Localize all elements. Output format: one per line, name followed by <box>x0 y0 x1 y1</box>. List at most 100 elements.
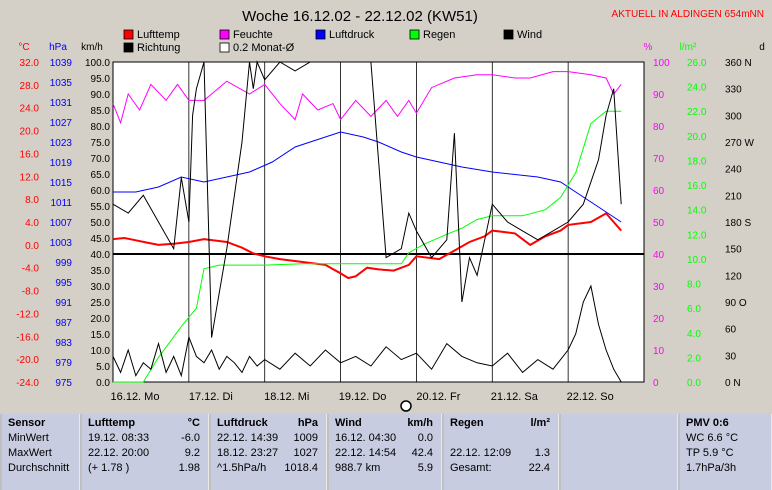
tick-label-hum: 80 <box>653 122 665 133</box>
tick-label-temp: -8.0 <box>22 287 40 298</box>
stats-row: 1.7hPa/3h <box>680 461 771 476</box>
tick-label-wind: 45.0 <box>91 234 111 245</box>
stats-cell: Sensor <box>8 417 46 429</box>
stats-row: 19.12. 08:33 -6.0 <box>82 431 208 446</box>
series-line-lufttemp <box>112 212 622 280</box>
tick-label-temp: -24.0 <box>16 378 39 389</box>
stats-value: 0.0 <box>417 432 433 444</box>
stats-column: Sensor MinWert MaxWert Durchschnitt <box>2 414 80 490</box>
legend-label: Feuchte <box>233 29 273 41</box>
stats-row: Gesamt: 22.4 <box>444 461 558 476</box>
tick-label-rain: 20.0 <box>687 132 707 143</box>
series-line-richtung <box>112 60 622 338</box>
stats-cell: Durchschnitt <box>8 462 70 474</box>
tick-label-press: 1019 <box>50 158 73 169</box>
tick-label-wind: 15.0 <box>91 330 111 341</box>
legend-swatch <box>123 42 134 53</box>
tick-label-wind: 30.0 <box>91 282 111 293</box>
tick-label-rain: 24.0 <box>687 83 707 94</box>
axis-unit-hum: % <box>644 42 653 53</box>
tick-label-wind: 5.0 <box>96 362 110 373</box>
stats-cell: 22.12. 14:54 <box>335 447 397 459</box>
stats-cell: Luftdruck <box>217 417 268 429</box>
tick-label-press: 1003 <box>50 238 73 249</box>
x-tick-label: 19.12. Do <box>339 391 387 403</box>
stats-value: 1.3 <box>534 447 550 459</box>
tick-label-press: 1035 <box>50 78 73 89</box>
tick-label-temp: -12.0 <box>16 309 39 320</box>
tick-label-wind: 75.0 <box>91 138 111 149</box>
legend-swatch <box>503 29 514 40</box>
tick-label-hum: 20 <box>653 314 665 325</box>
stats-column: Wind km/h 16.12. 04:30 0.0 22.12. 14:54 42.4 9… <box>329 414 442 490</box>
tick-label-rain: 4.0 <box>687 329 701 340</box>
tick-label-dir: 330 <box>725 85 742 96</box>
stats-value: 42.4 <box>411 447 433 459</box>
plot-area <box>112 61 645 383</box>
tick-label-hum: 60 <box>653 186 665 197</box>
stats-row <box>444 431 558 446</box>
legend: Lufttemp Feuchte Luftdruck Regen Wind Richtun… <box>123 29 542 54</box>
stats-column: PMV 0:6 WC 6.6 °C TP 5.9 °C 1.7hPa/3h <box>680 414 772 490</box>
stats-row: Durchschnitt <box>2 461 79 476</box>
tick-label-hum: 40 <box>653 250 665 261</box>
tick-label-press: 1039 <box>50 58 73 69</box>
tick-label-press: 999 <box>55 258 72 269</box>
stats-cell: MaxWert <box>8 447 52 459</box>
legend-label: Richtung <box>137 42 180 54</box>
stats-row: TP 5.9 °C <box>680 446 771 461</box>
tick-label-rain: 22.0 <box>687 107 707 118</box>
stats-cell: 22.12. 20:00 <box>88 447 150 459</box>
tick-label-hum: 100 <box>653 58 670 69</box>
stats-row: 22.12. 14:39 1009 <box>211 431 326 446</box>
stats-column: Luftdruck hPa 22.12. 14:39 1009 18.12. 23:27… <box>211 414 327 490</box>
stats-header: Regen l/m² <box>444 416 558 431</box>
tick-label-rain: 16.0 <box>687 181 707 192</box>
stats-value: l/m² <box>530 417 550 429</box>
tick-label-rain: 12.0 <box>687 230 707 241</box>
stats-header: Luftdruck hPa <box>211 416 326 431</box>
tick-label-temp: 16.0 <box>20 149 40 160</box>
tick-label-temp: -16.0 <box>16 332 39 343</box>
tick-label-wind: 50.0 <box>91 218 111 229</box>
stats-cell: Regen <box>450 417 484 429</box>
stats-value: km/h <box>407 417 433 429</box>
axis-unit-dir: d <box>759 42 765 53</box>
legend-swatch <box>315 29 326 40</box>
tick-label-rain: 14.0 <box>687 206 707 217</box>
tick-label-dir: 210 <box>725 191 742 202</box>
tick-label-temp: 28.0 <box>20 81 40 92</box>
tick-label-dir: 60 <box>725 325 737 336</box>
stats-column <box>561 414 678 490</box>
tick-label-dir: 300 <box>725 111 742 122</box>
tick-label-press: 1023 <box>50 138 73 149</box>
tick-label-wind: 10.0 <box>91 346 111 357</box>
stats-column: Lufttemp °C 19.12. 08:33 -6.0 22.12. 20:00 9.… <box>82 414 209 490</box>
x-tick-label: 21.12. Sa <box>491 391 539 403</box>
series <box>112 60 622 383</box>
stats-row <box>561 446 677 461</box>
stats-cell: Gesamt: <box>450 462 492 474</box>
stats-row: WC 6.6 °C <box>680 431 771 446</box>
tick-label-temp: 8.0 <box>25 195 39 206</box>
tick-label-hum: 0 <box>653 378 659 389</box>
tick-label-press: 991 <box>55 298 72 309</box>
legend-label: Wind <box>517 29 542 41</box>
tick-label-dir: 270 W <box>725 138 754 149</box>
weather-chart: Woche 16.12.02 - 22.12.02 (KW51) AKTUELL… <box>16 8 765 412</box>
stats-cell: (+ 1.78 ) <box>88 462 130 474</box>
stats-cell: 22.12. 14:39 <box>217 432 279 444</box>
tick-label-hum: 70 <box>653 154 665 165</box>
stats-cell: Lufttemp <box>88 417 136 429</box>
stats-cell: ^1.5hPa/h <box>217 462 267 474</box>
legend-label: Regen <box>423 29 455 41</box>
tick-label-wind: 95.0 <box>91 74 111 85</box>
tick-label-wind: 60.0 <box>91 186 111 197</box>
scroll-knob-icon[interactable] <box>400 400 412 412</box>
stats-cell: PMV 0:6 <box>686 417 729 429</box>
stats-value: 1018.4 <box>284 462 318 474</box>
tick-label-wind: 65.0 <box>91 170 111 181</box>
stats-cell: 1.7hPa/3h <box>686 462 737 474</box>
tick-label-wind: 80.0 <box>91 122 111 133</box>
tick-label-dir: 120 <box>725 271 742 282</box>
